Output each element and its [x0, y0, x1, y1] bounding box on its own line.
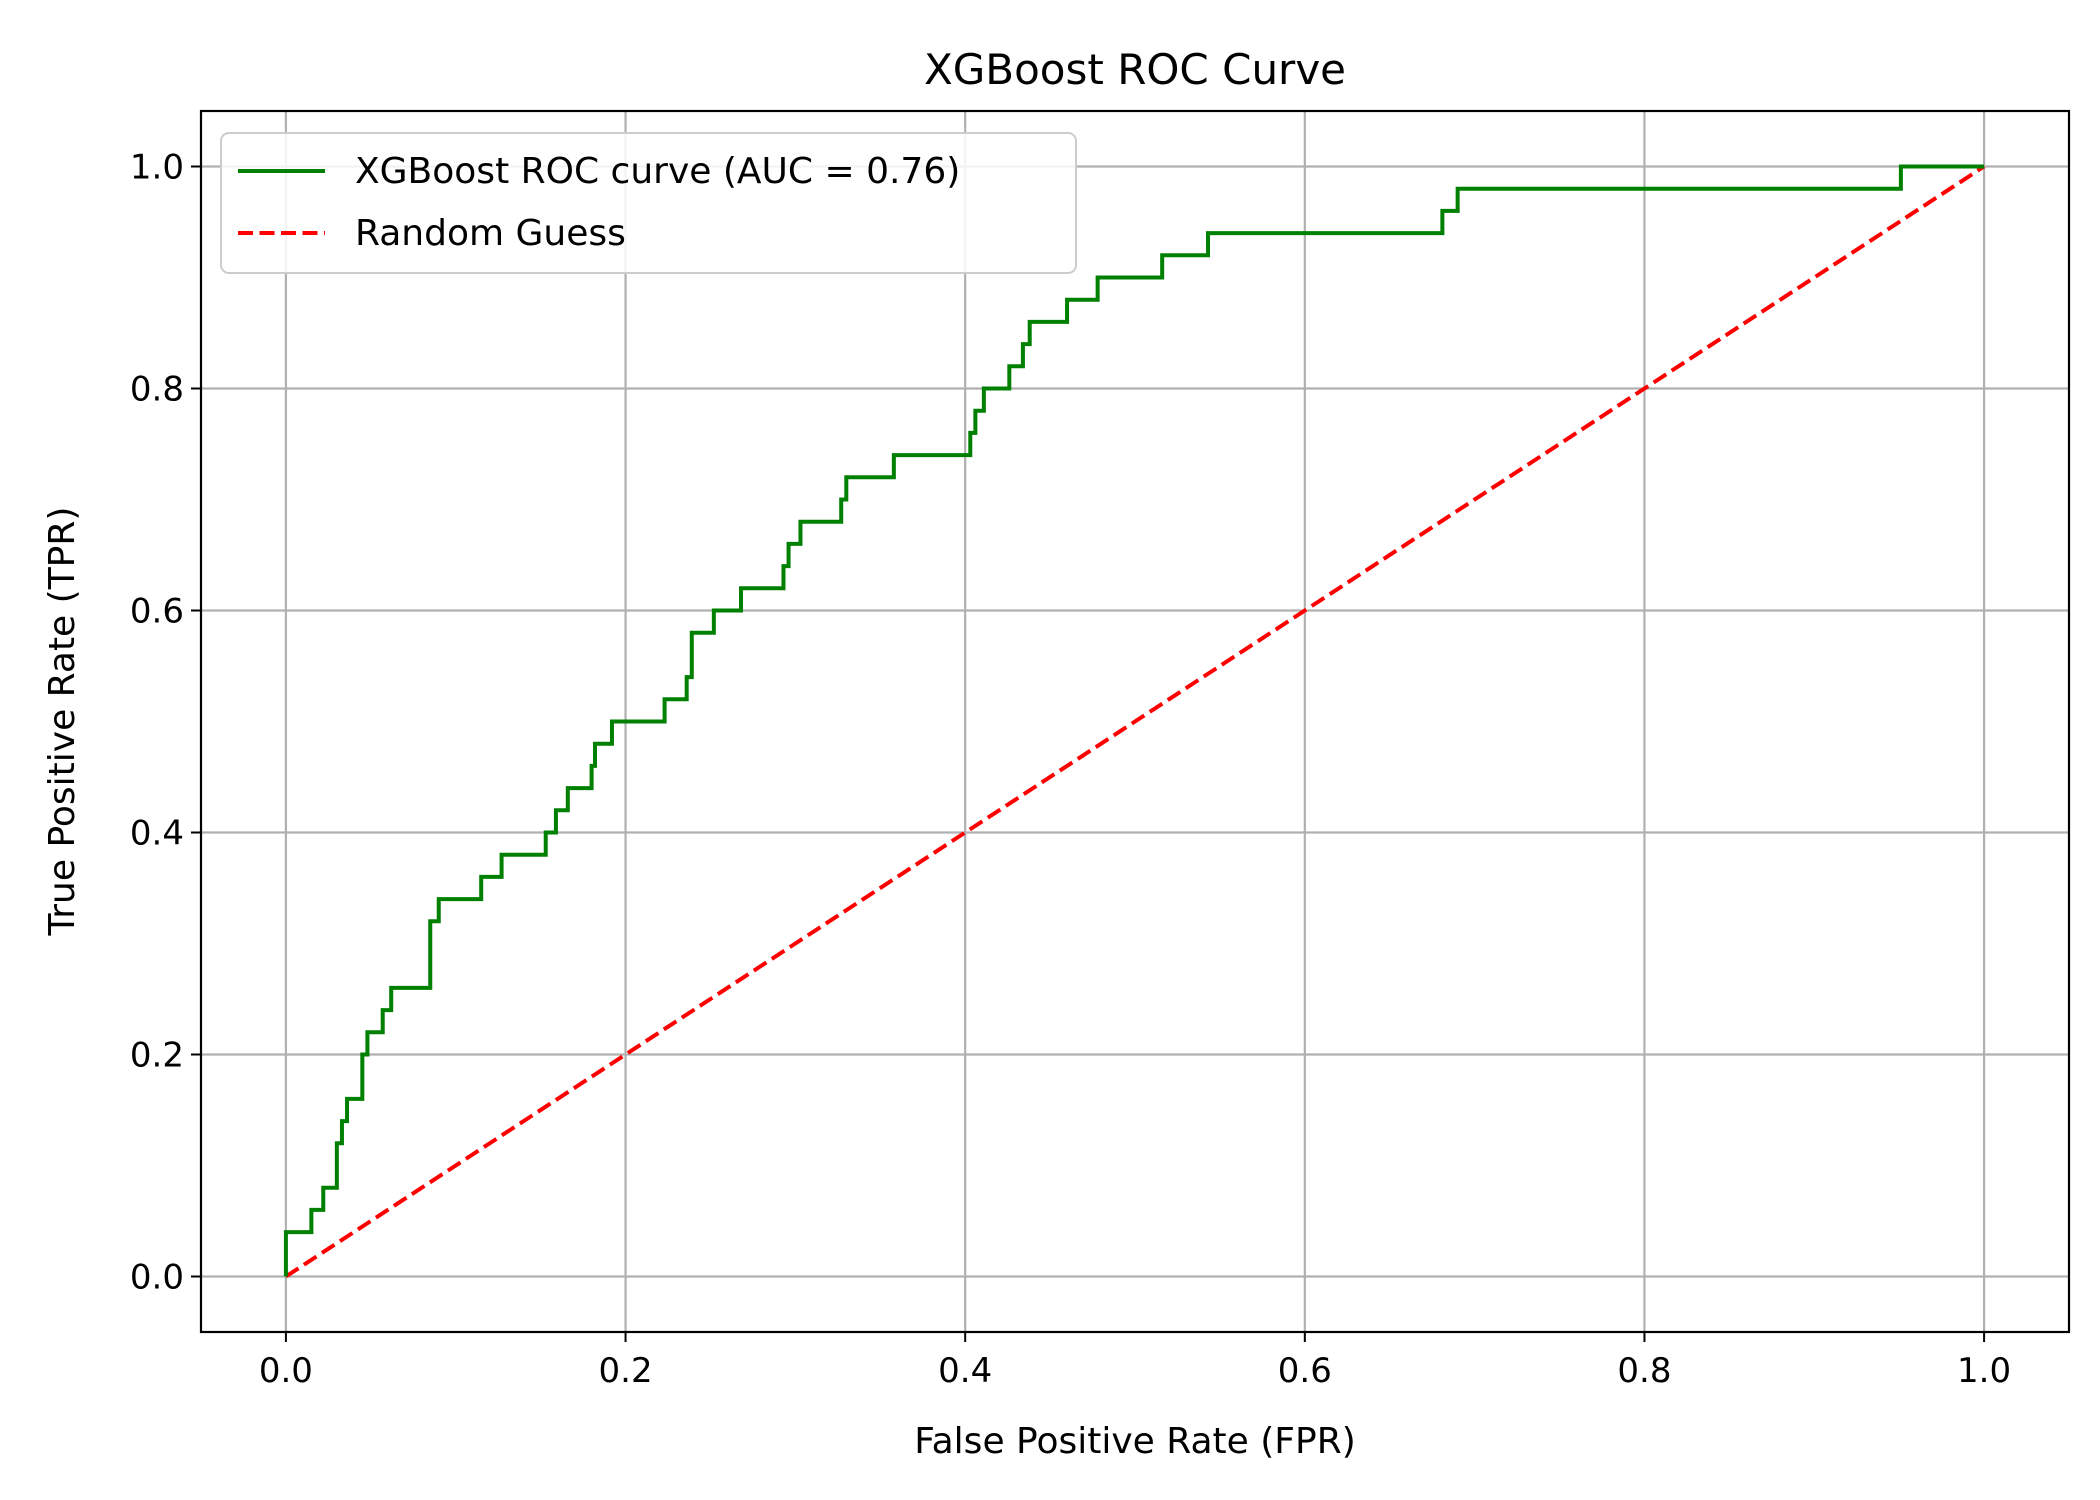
x-tick-label: 0.0: [259, 1351, 313, 1391]
x-tick-label: 0.6: [1278, 1351, 1332, 1391]
y-tick-label: 1.0: [130, 148, 184, 188]
y-tick-label: 0.2: [130, 1036, 184, 1076]
legend-label-random-guess: Random Guess: [355, 213, 626, 254]
xgboost-roc-line: [283, 164, 1985, 1277]
chart-title: XGBoost ROC Curve: [924, 45, 1346, 94]
x-tick-label: 0.4: [938, 1351, 992, 1391]
legend-label-xgboost: XGBoost ROC curve (AUC = 0.76): [355, 151, 960, 192]
x-tick-label: 0.8: [1617, 1351, 1671, 1391]
axis-ticks: 0.0 0.2 0.4 0.6 0.8 1.0 0.0 0.2 0.4 0.6 0.8 1.0: [130, 148, 2011, 1392]
y-tick-label: 0.0: [130, 1258, 184, 1298]
x-tick-label: 1.0: [1957, 1351, 2011, 1391]
x-axis-label: False Positive Rate (FPR): [914, 1421, 1356, 1462]
series-layer: [283, 164, 1986, 1279]
random-guess-line: [284, 164, 1986, 1279]
y-tick-label: 0.4: [130, 814, 184, 854]
y-tick-label: 0.6: [130, 592, 184, 632]
x-tick-label: 0.2: [599, 1351, 653, 1391]
legend-box: [220, 132, 1077, 274]
y-axis-label: True Positive Rate (TPR): [42, 507, 83, 937]
axes-frame: [199, 109, 2071, 1334]
y-tick-label: 0.8: [130, 370, 184, 410]
legend: XGBoost ROC curve (AUC = 0.76) Random Gu…: [220, 132, 1077, 274]
